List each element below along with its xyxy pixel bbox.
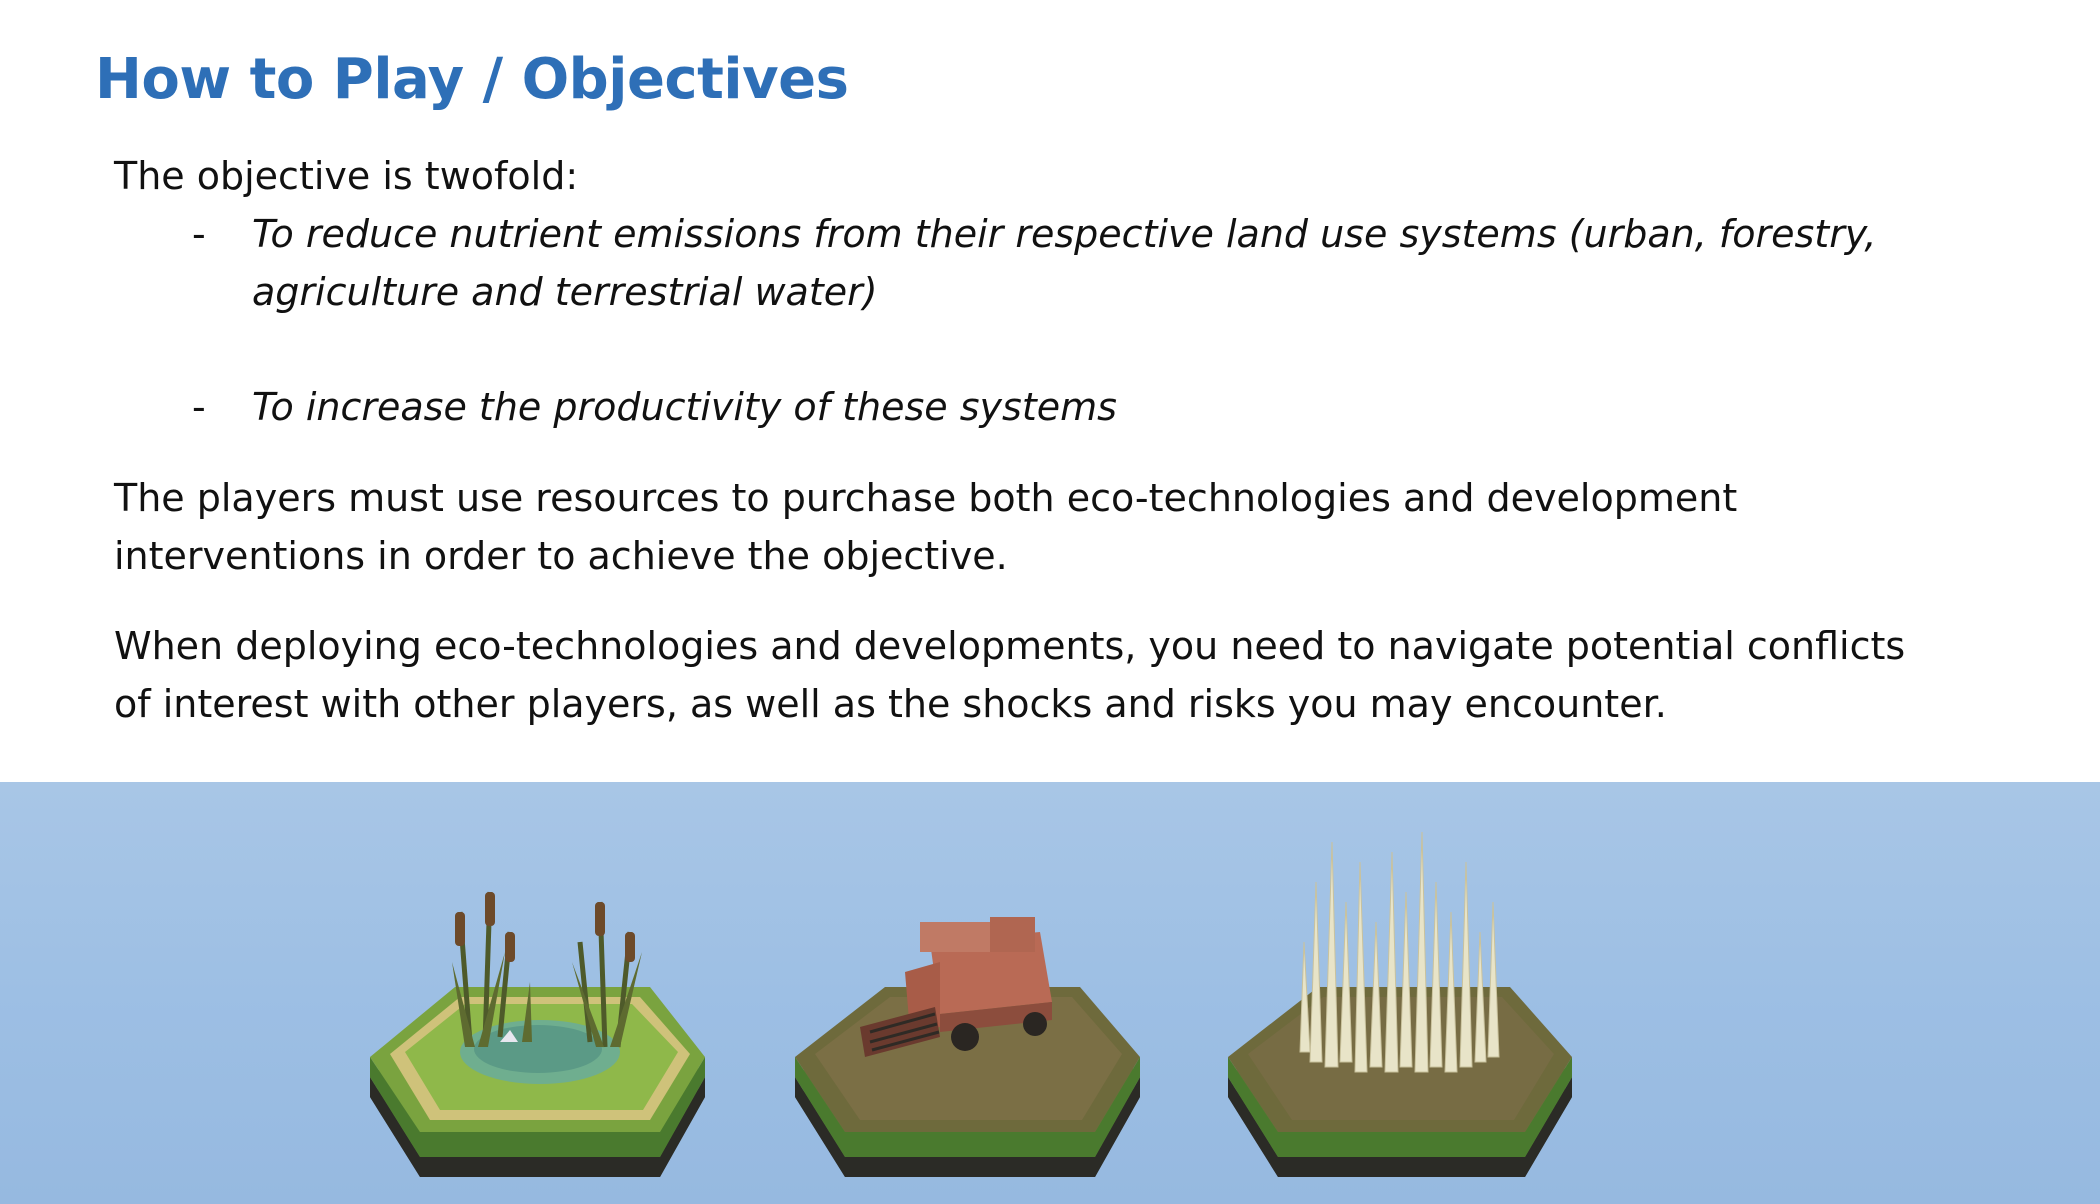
slide-title: How to Play / Objectives	[95, 47, 849, 112]
bullet-line: To increase the productivity of these sy…	[252, 385, 1117, 429]
reeds-tile-icon	[1228, 831, 1572, 1177]
bullet-dash: -	[192, 385, 206, 429]
bullet-line: agriculture and terrestrial water)	[252, 270, 878, 314]
paragraph-line: The players must use resources to purcha…	[114, 476, 1738, 520]
objective-intro: The objective is twofold:	[114, 154, 579, 198]
paragraph-line: interventions in order to achieve the ob…	[114, 534, 1008, 578]
paragraph-line: When deploying eco-technologies and deve…	[114, 624, 1906, 668]
illustration-banner	[0, 782, 2100, 1204]
paragraph-line: of interest with other players, as well …	[114, 682, 1667, 726]
bullet-dash: -	[192, 212, 206, 256]
harvester-tile-icon	[795, 917, 1140, 1177]
wetland-tile-icon	[370, 891, 705, 1177]
bullet-line: To reduce nutrient emissions from their …	[252, 212, 1877, 256]
